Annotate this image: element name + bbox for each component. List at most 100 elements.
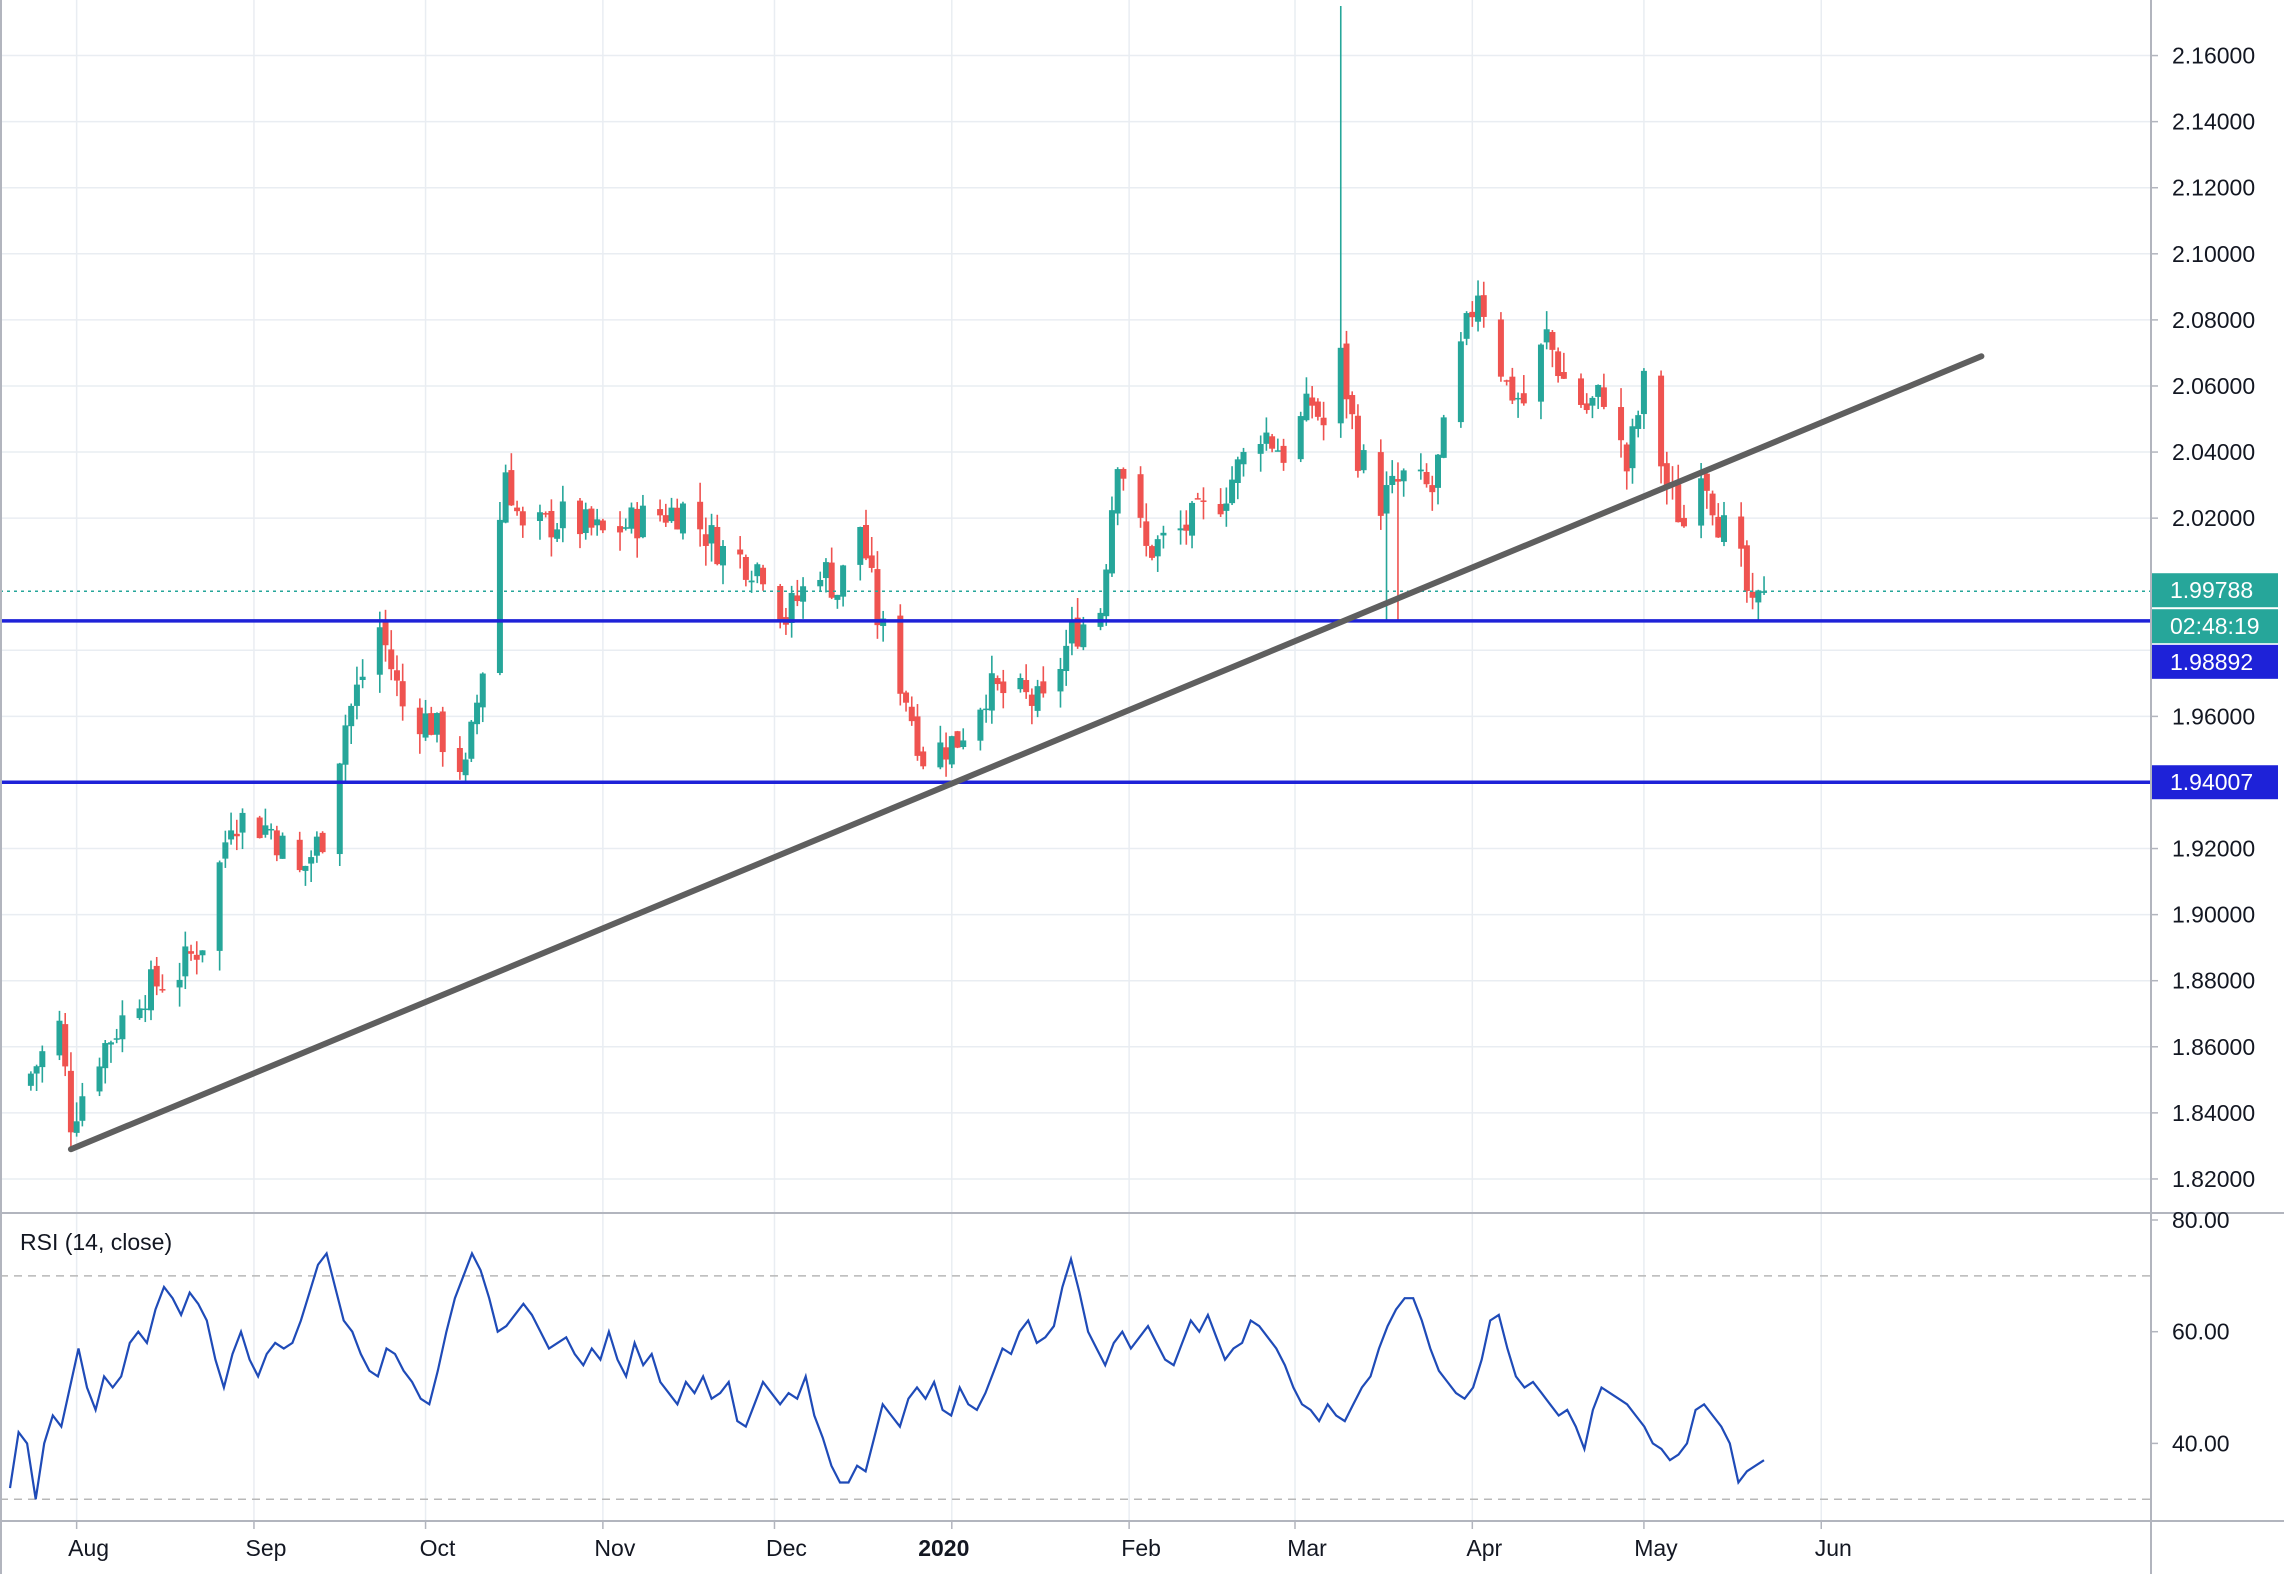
candle-body [857,527,864,565]
candle-body [1755,590,1762,603]
candle-body [983,708,990,711]
candle-body [1400,470,1407,482]
candle-body [1509,376,1516,401]
candle-body [1457,341,1464,423]
candle-body [102,1043,109,1069]
candle-body [1217,503,1224,515]
candle-body [96,1066,103,1092]
candle-body [1680,517,1687,527]
candle-body [834,594,841,600]
price-tick-label: 2.16000 [2172,43,2255,69]
candle-body [1240,451,1247,465]
candle-body [1698,478,1705,526]
candle-body [1103,569,1110,617]
candle-body [39,1051,46,1068]
rsi-tick-label: 40.00 [2172,1430,2230,1456]
candle-body [828,562,835,598]
time-tick-label: Apr [1466,1535,1502,1561]
candle-body [1177,528,1184,531]
candle-body [1160,532,1167,536]
candle-body [874,569,881,626]
time-tick-label: May [1634,1535,1678,1561]
candle-body [256,817,263,839]
candle-body [1595,384,1602,397]
candle-body [1017,677,1024,690]
candle-body [634,508,641,539]
candle-body [903,692,910,703]
candle-body [1023,680,1030,693]
candle-body [1120,468,1127,479]
candle-body [1429,485,1436,493]
drawing-lines [0,353,2150,1153]
candle-body [1349,395,1356,415]
candle-body [222,842,229,859]
candle-body [1640,370,1647,415]
candle-body [1583,403,1590,411]
candle-body [376,627,383,675]
price-tick-label: 2.08000 [2172,307,2255,333]
candle-body [1761,591,1768,593]
candle-body [1469,311,1476,318]
candle-body [239,812,246,833]
candle-body [514,507,521,512]
candle-body [1520,393,1527,404]
candle-body [737,549,744,555]
candle-body [1229,479,1236,504]
candle-body [1537,344,1544,402]
candle-body [948,736,955,765]
candle-body [920,751,927,767]
candle-body [1440,417,1447,458]
candle-body [548,510,555,538]
candle-body [308,857,315,864]
candle-body [708,525,715,544]
candle-body [508,470,515,506]
candle-body [977,709,984,741]
candle-body [1314,401,1321,417]
candle-body [897,615,904,694]
candle-body [1269,436,1276,449]
candle-body [56,1020,63,1056]
candle-body [1743,545,1750,592]
candle-body [1394,479,1401,482]
candle-body [182,946,189,977]
rsi-tick-label: 60.00 [2172,1319,2230,1345]
candle-body [788,592,795,623]
rsi-line [8,1250,1765,1500]
candle-body [1303,393,1310,421]
trendline[interactable] [67,353,1985,1153]
candle-body [159,989,166,991]
rsi-indicator-title[interactable]: RSI (14, close) [20,1229,172,1255]
candle-body [1194,498,1201,500]
candle-body [73,1121,80,1133]
candle-body [817,579,824,587]
candle-body [153,965,160,987]
candle-body [519,511,526,526]
candle-body [313,836,320,856]
candle-body [188,951,195,954]
candle-body [542,513,549,515]
candle-body [554,529,561,539]
candle-body [382,622,389,646]
candle-body [142,1008,149,1011]
candle-body [800,586,807,602]
time-tick-label: Mar [1287,1535,1327,1561]
price-tick-label: 1.92000 [2172,836,2255,862]
candle-body [760,567,767,585]
candle-body [434,713,440,735]
candle-body [1343,343,1350,400]
candle-body [1057,668,1064,692]
grid [0,0,2150,1520]
candle-body [1721,515,1727,542]
candle-body [1658,375,1665,467]
candle-body [777,585,784,621]
candle-body [1080,624,1087,648]
candle-body [668,507,675,522]
candle-body [79,1096,86,1121]
last-price-label: 1.99788 [2170,577,2253,603]
candle-body [822,562,829,579]
candle-body [588,508,595,528]
candle-body [296,839,303,871]
candle-body [599,520,606,531]
level-1-label: 1.98892 [2170,649,2253,675]
